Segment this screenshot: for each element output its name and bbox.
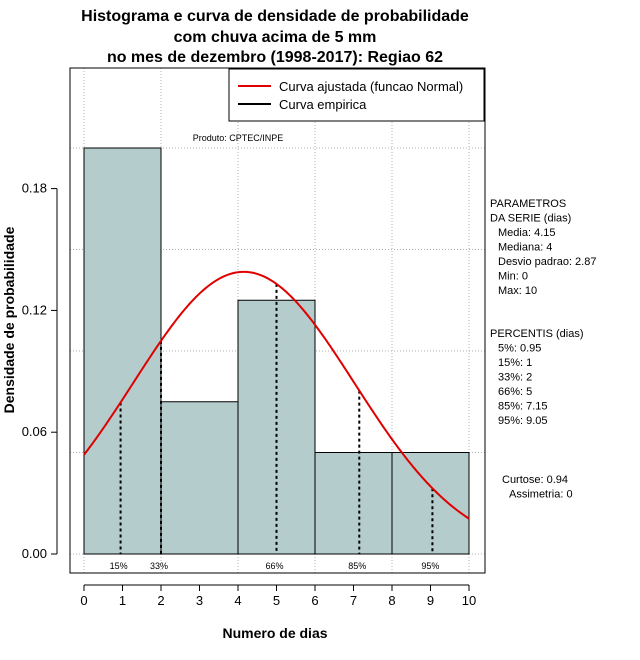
histogram-bar xyxy=(160,401,239,555)
x-axis-title: Numero de dias xyxy=(222,625,327,641)
percentile-label: 95% xyxy=(421,561,439,571)
x-tick-label: 7 xyxy=(350,593,357,608)
y-tick-label: 0.00 xyxy=(22,546,47,561)
percentile-label: 33% xyxy=(150,561,168,571)
histogram-bar xyxy=(391,452,470,555)
x-tick-label: 9 xyxy=(427,593,434,608)
histogram-bar xyxy=(83,147,162,555)
x-tick-label: 2 xyxy=(157,593,164,608)
x-tick-label: 5 xyxy=(273,593,280,608)
parametro-line: Desvio padrao: 2.87 xyxy=(498,256,596,268)
x-tick-label: 3 xyxy=(196,593,203,608)
y-axis-title: Densidade de probabilidade xyxy=(1,226,17,413)
shape-line: Curtose: 0.94 xyxy=(502,474,568,486)
title-line-3: no mes de dezembro (1998-2017): Regiao 6… xyxy=(107,49,443,66)
legend: Curva ajustada (funcao Normal) Curva empi… xyxy=(228,68,485,122)
parametro-line: Min: 0 xyxy=(498,271,528,283)
chart-title: Histograma e curva de densidade de proba… xyxy=(81,8,469,66)
percentile-label: 85% xyxy=(348,561,366,571)
statistics-panel: PARAMETROS DA SERIE (dias) Media: 4.15 Medi… xyxy=(490,198,596,501)
y-tick-label: 0.06 xyxy=(22,424,47,439)
normal-curve xyxy=(83,270,470,520)
legend-label: Curva empirica xyxy=(279,97,367,112)
percentil-line: 95%: 9.05 xyxy=(498,415,548,427)
histogram-bars xyxy=(83,147,470,555)
x-tick-label: 0 xyxy=(80,593,87,608)
x-tick-label: 4 xyxy=(234,593,241,608)
axes: 0 1 2 3 4 5 6 7 8 9 10 0.00 0.06 0.12 0.18 Numero de di… xyxy=(1,181,476,641)
y-tick-label: 0.18 xyxy=(22,181,47,196)
percentile-label: 15% xyxy=(110,561,128,571)
percentil-line: 15%: 1 xyxy=(498,357,532,369)
produto-label: Produto: CPTEC/INPE xyxy=(193,133,284,143)
legend-label: Curva ajustada (funcao Normal) xyxy=(279,79,463,94)
parametro-line: Mediana: 4 xyxy=(498,242,552,254)
histogram-bar xyxy=(237,299,316,555)
shape-line: Assimetria: 0 xyxy=(509,489,573,501)
plot-frame xyxy=(69,67,486,574)
title-line-2: com chuva acima de 5 mm xyxy=(174,29,377,46)
parametro-line: Max: 10 xyxy=(498,285,537,297)
percentis-header: PERCENTIS (dias) xyxy=(490,328,584,340)
x-tick-label: 10 xyxy=(462,593,476,608)
x-tick-label: 1 xyxy=(119,593,126,608)
parametros-header: PARAMETROS xyxy=(490,198,566,210)
normal-curve-line xyxy=(83,270,470,520)
percentile-markers: 15% 33% 66% 85% 95% xyxy=(110,283,439,571)
percentil-line: 85%: 7.15 xyxy=(498,401,548,413)
percentile-label: 66% xyxy=(265,561,283,571)
percentil-line: 33%: 2 xyxy=(498,372,532,384)
percentil-line: 66%: 5 xyxy=(498,386,532,398)
percentil-line: 5%: 0.95 xyxy=(498,343,541,355)
x-tick-label: 6 xyxy=(311,593,318,608)
parametro-line: Media: 4.15 xyxy=(498,227,555,239)
title-line-1: Histograma e curva de densidade de proba… xyxy=(81,8,469,25)
legend-box xyxy=(228,68,485,122)
parametros-header: DA SERIE (dias) xyxy=(490,213,571,225)
x-tick-label: 8 xyxy=(388,593,395,608)
histogram-bar xyxy=(314,452,393,555)
y-tick-label: 0.12 xyxy=(22,302,47,317)
